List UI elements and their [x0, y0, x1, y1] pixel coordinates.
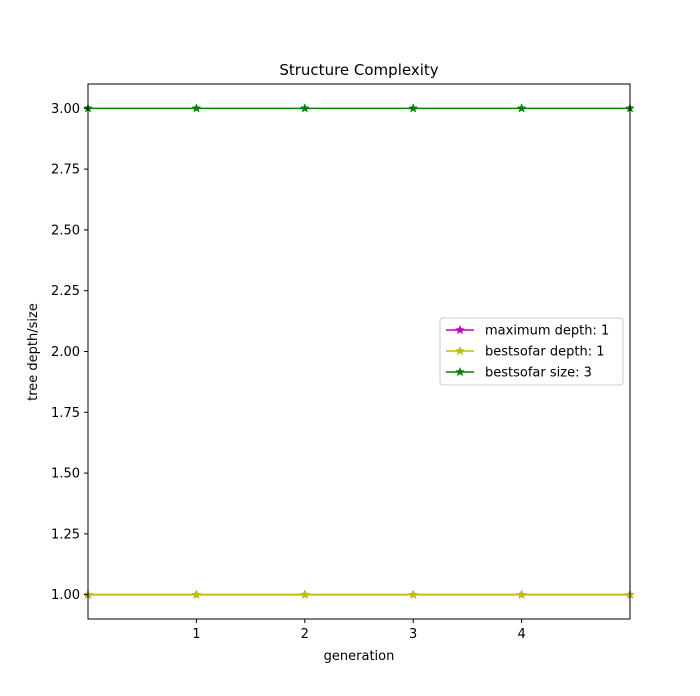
data-point [516, 589, 527, 599]
y-tick-label: 1.25 [51, 527, 80, 542]
chart-title: Structure Complexity [279, 61, 438, 79]
y-tick-label: 1.50 [51, 467, 80, 482]
legend-frame [439, 317, 624, 386]
data-point [299, 589, 310, 599]
legend-swatch-marker [455, 366, 465, 377]
legend-swatch-marker [455, 324, 465, 335]
y-tick-label: 2.25 [51, 284, 80, 299]
x-axis: 1 2 3 4 [192, 619, 526, 642]
y-tick-label: 1.75 [51, 406, 80, 421]
y-tick-label: 3.00 [51, 102, 80, 117]
legend-label: maximum depth: 1 [485, 324, 609, 339]
y-tick-label: 2.00 [51, 345, 80, 360]
legend-label: bestsofar depth: 1 [485, 345, 605, 360]
data-point [191, 103, 202, 113]
x-tick-label: 2 [301, 627, 309, 642]
legend-swatch-marker [455, 345, 465, 356]
y-axis: 1.00 1.25 1.50 1.75 2.00 2.25 2.50 2.75 3.00 [51, 102, 88, 603]
x-tick-label: 4 [517, 627, 525, 642]
legend: maximum depth: 1 bestsofar depth: 1 bestso… [439, 317, 624, 386]
data-point [516, 103, 527, 113]
y-tick-label: 2.50 [51, 223, 80, 238]
x-tick-label: 3 [409, 627, 417, 642]
y-tick-label: 1.00 [51, 588, 80, 603]
data-point [408, 589, 419, 599]
data-point [408, 103, 419, 113]
legend-label: bestsofar size: 3 [485, 366, 592, 381]
x-tick-label: 1 [192, 627, 200, 642]
y-axis-label: tree depth/size [26, 303, 41, 401]
data-point [299, 103, 310, 113]
y-tick-label: 2.75 [51, 163, 80, 178]
data-point [191, 589, 202, 599]
x-axis-label: generation [324, 649, 395, 664]
